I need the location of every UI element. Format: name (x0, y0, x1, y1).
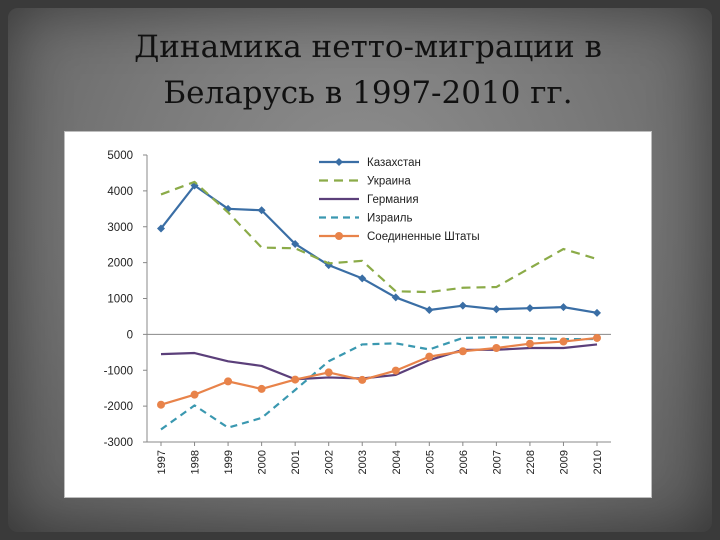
data-point-4 (492, 344, 501, 353)
slide-title: Динамика нетто-миграции в Беларусь в 199… (68, 24, 668, 116)
data-point-4 (190, 390, 199, 399)
data-point-0 (190, 181, 199, 190)
data-point-0 (157, 224, 165, 233)
chart-frame: 5000 4000 3000 2000 1000 0 -1000 -2000 -3000 199… (64, 131, 652, 498)
data-point-4 (291, 375, 300, 384)
line-chart: 5000 4000 3000 2000 1000 0 -1000 -2000 -3000 199… (104, 150, 611, 474)
y-tick-label: 3000 (107, 222, 133, 234)
y-tick-label: 4000 (107, 186, 133, 198)
y-tick-label: -1000 (104, 365, 133, 377)
x-tick-label: 2006 (458, 450, 470, 474)
y-tick-label: 1000 (107, 294, 133, 306)
series-line-2 (160, 343, 598, 381)
data-point-4 (157, 400, 165, 409)
data-point-0 (257, 206, 266, 215)
data-point-0 (559, 303, 568, 312)
x-tick-label: 2007 (491, 450, 503, 474)
x-tick-label: 2003 (357, 450, 369, 474)
chart-axes (143, 154, 611, 446)
x-tick-label: 2000 (257, 450, 269, 474)
x-tick-label: 2009 (558, 450, 570, 474)
data-point-4 (425, 352, 434, 361)
series-line-1 (160, 180, 598, 294)
data-point-0 (391, 293, 400, 302)
x-tick-label: 2002 (324, 450, 336, 474)
y-tick-label: 0 (127, 329, 133, 341)
x-tick-label: 2208 (525, 450, 537, 474)
data-point-4 (593, 333, 601, 342)
x-tick-labels: 1997 1998 1999 2000 2001 2002 2003 2004 2005 2006… (156, 450, 604, 474)
title-line-1: Динамика нетто-миграции в (134, 29, 602, 65)
y-tick-labels: 5000 4000 3000 2000 1000 0 -1000 -2000 -3000 (104, 150, 133, 449)
title-line-2: Беларусь в 1997-2010 гг. (163, 75, 573, 111)
data-point-0 (492, 305, 501, 314)
data-point-0 (425, 305, 434, 314)
data-point-4 (391, 366, 400, 375)
x-tick-label: 2010 (592, 450, 604, 474)
x-tick-label: 1999 (223, 450, 235, 474)
legend-label-3: Израиль (367, 213, 412, 225)
data-point-0 (458, 301, 467, 310)
data-point-0 (358, 274, 367, 283)
x-tick-label: 2005 (424, 450, 436, 474)
y-tick-label: -2000 (104, 401, 133, 413)
data-point-4 (525, 339, 534, 348)
x-tick-label: 1998 (190, 450, 202, 474)
data-point-4 (324, 368, 333, 377)
legend-marker-4 (335, 232, 343, 240)
x-tick-label: 2001 (290, 450, 302, 474)
chart-series (157, 180, 601, 431)
x-tick-label: 1997 (156, 450, 168, 474)
legend-label-4: Соединенные Штаты (367, 231, 480, 243)
legend-label-0: Казахстан (367, 157, 421, 169)
data-point-0 (291, 239, 300, 248)
data-point-4 (559, 337, 568, 346)
y-tick-label: 5000 (107, 150, 133, 162)
legend-marker-0 (335, 158, 343, 166)
legend-label-2: Германия (367, 194, 419, 206)
x-tick-label: 2004 (391, 450, 403, 474)
y-tick-label: -3000 (104, 437, 133, 449)
data-point-4 (358, 375, 367, 384)
data-point-4 (257, 384, 266, 393)
y-tick-label: 2000 (107, 258, 133, 270)
series-line-4 (160, 336, 598, 406)
series-line-0 (160, 184, 598, 314)
data-point-0 (593, 308, 601, 317)
series-line-3 (160, 336, 597, 431)
chart-legend: Казахстан Украина Германия Израиль Соединенн… (319, 157, 480, 243)
legend-label-1: Украина (367, 176, 411, 188)
data-point-0 (324, 261, 333, 270)
data-point-4 (224, 377, 233, 386)
data-point-4 (458, 347, 467, 356)
data-point-0 (525, 304, 534, 313)
